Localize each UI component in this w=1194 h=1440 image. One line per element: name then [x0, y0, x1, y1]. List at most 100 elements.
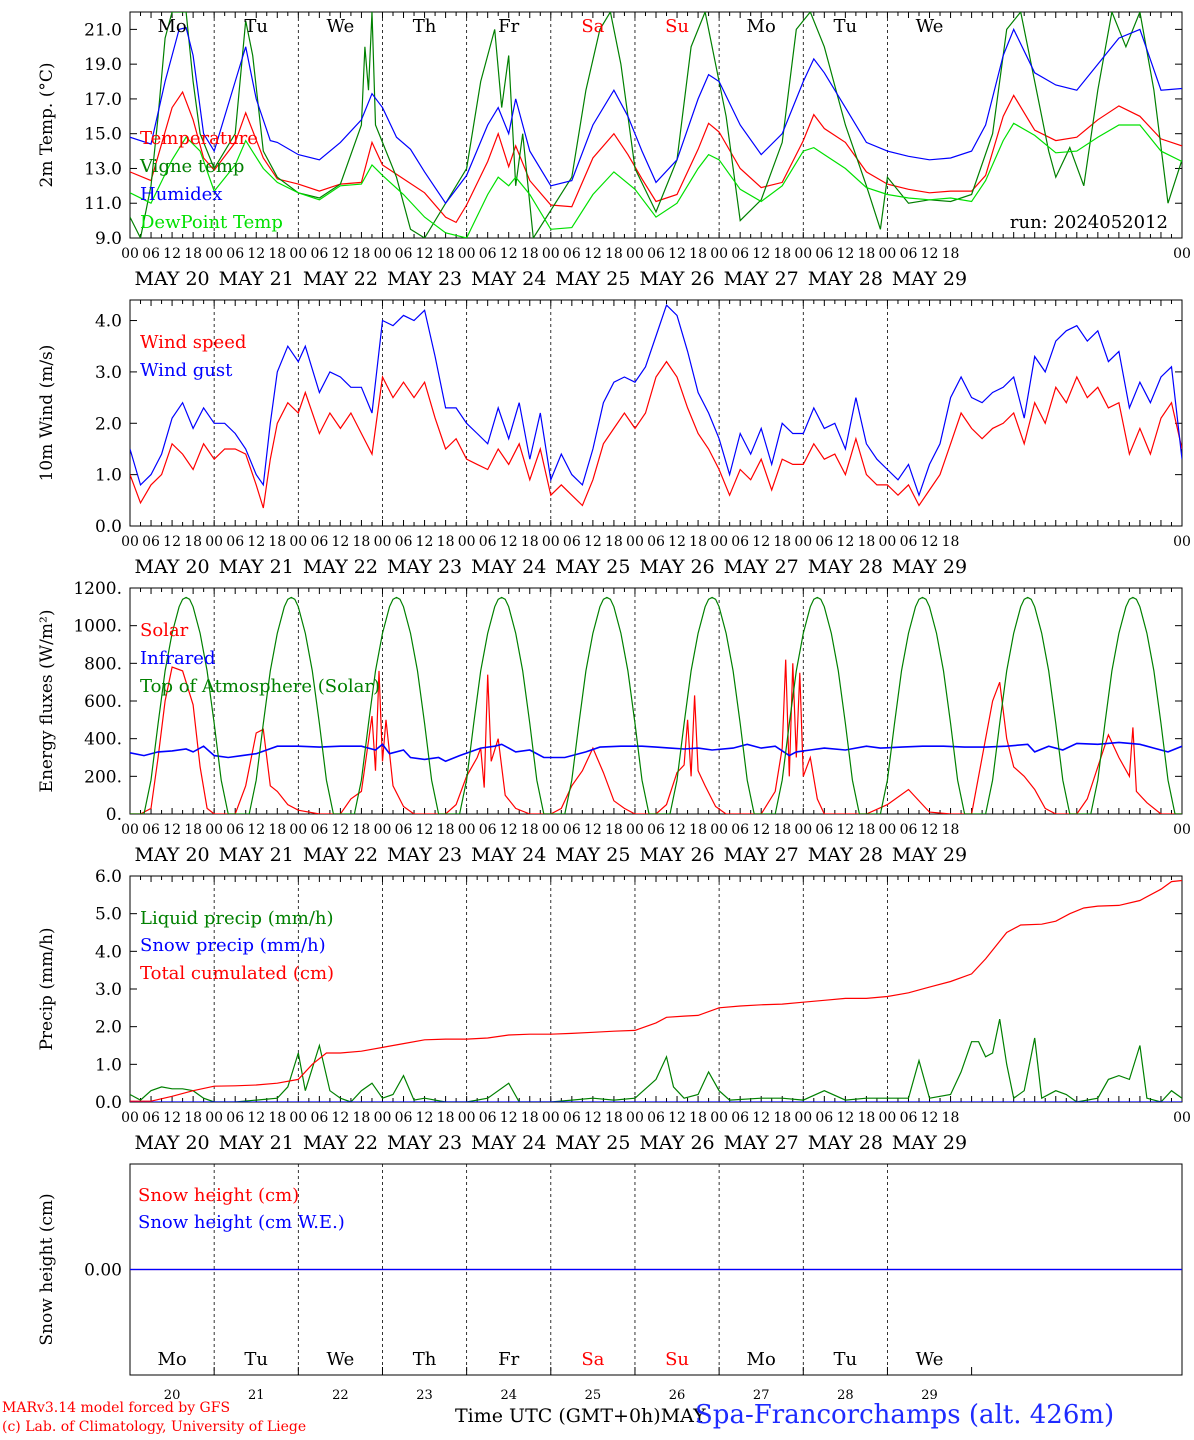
date-label: MAY 27	[724, 1132, 799, 1154]
hour-tick-label: 06	[479, 822, 497, 838]
hour-tick-label: 12	[752, 534, 770, 550]
hour-tick-label: 00	[1173, 822, 1191, 838]
hour-tick-label: 18	[353, 822, 371, 838]
date-label: MAY 20	[134, 844, 209, 866]
day-number: 28	[837, 1388, 854, 1403]
legend-entry: Snow height (cm)	[138, 1185, 299, 1206]
hour-tick-label: 06	[563, 822, 581, 838]
hour-tick-label: 00	[542, 822, 560, 838]
y-tick-label: 1.0	[95, 466, 122, 486]
date-label: MAY 27	[724, 268, 799, 290]
hour-tick-label: 00	[879, 246, 897, 262]
date-label: MAY 23	[387, 268, 462, 290]
series-line-3	[130, 26, 1182, 205]
day-name: Fr	[498, 1349, 519, 1370]
hour-tick-label: 18	[184, 1110, 202, 1126]
hour-tick-label: 06	[142, 246, 160, 262]
date-label: MAY 28	[808, 268, 883, 290]
hour-tick-label: 18	[353, 534, 371, 550]
series-line-2	[130, 741, 1182, 763]
hour-tick-label: 12	[416, 534, 434, 550]
panel-wind: 0.0 1.0 2.0 3.0 4.0 10m Wind (m/s) Wind speed W…	[37, 299, 1191, 578]
series-line-3	[130, 596, 1182, 814]
day-name: We	[916, 16, 944, 37]
hour-tick-label: 18	[268, 534, 286, 550]
hour-tick-label: 00	[289, 1110, 307, 1126]
series-line-1	[130, 1018, 1182, 1102]
legend-entry: Total cumulated (cm)	[140, 963, 334, 984]
date-label: MAY 28	[808, 844, 883, 866]
hour-tick-label: 06	[815, 246, 833, 262]
series-line-1	[130, 659, 1182, 814]
date-label: MAY 22	[303, 844, 378, 866]
hour-tick-label: 12	[752, 822, 770, 838]
hour-tick-label: 12	[247, 246, 265, 262]
hour-tick-label: 06	[395, 246, 413, 262]
day-number: 26	[669, 1388, 686, 1403]
date-label: MAY 22	[303, 556, 378, 578]
panel-energy: 0. 200. 400. 600. 800. 1000. 1200. Energy fluxe…	[37, 579, 1191, 866]
hour-tick-label: 18	[689, 534, 707, 550]
hour-tick-label: 06	[647, 1110, 665, 1126]
date-label: MAY 26	[639, 844, 714, 866]
day-name: Su	[665, 1349, 689, 1370]
date-label: MAY 20	[134, 556, 209, 578]
hour-tick-label: 06	[226, 1110, 244, 1126]
y-tick-label: 13.0	[84, 159, 122, 179]
hour-tick-label: 00	[374, 534, 392, 550]
hour-tick-label: 06	[395, 534, 413, 550]
hour-tick-label: 06	[563, 534, 581, 550]
hour-tick-label: 18	[857, 534, 875, 550]
y-tick-label: 2.0	[95, 414, 122, 434]
hour-tick-label: 00	[542, 534, 560, 550]
hour-tick-label: 18	[605, 1110, 623, 1126]
hour-tick-label: 12	[584, 246, 602, 262]
hour-tick-label: 12	[163, 1110, 181, 1126]
hour-tick-label: 00	[121, 534, 139, 550]
y-tick-label: 1.0	[95, 1055, 122, 1075]
legend-entry: Top of Atmosphere (Solar)	[140, 676, 380, 697]
hour-tick-label: 00	[1173, 534, 1191, 550]
date-label: MAY 26	[639, 1132, 714, 1154]
hour-tick-label: 18	[353, 246, 371, 262]
hour-tick-label: 00	[710, 1110, 728, 1126]
hour-tick-label: 06	[647, 246, 665, 262]
hour-tick-label: 00	[626, 534, 644, 550]
date-label: MAY 21	[219, 268, 294, 290]
date-label: MAY 24	[471, 268, 546, 290]
date-label: MAY 21	[219, 844, 294, 866]
hour-tick-label: 00	[121, 246, 139, 262]
legend-entry: Temperature	[140, 128, 258, 149]
day-name: Sa	[581, 1349, 604, 1370]
legend-entry: Snow precip (mm/h)	[140, 935, 326, 956]
hour-tick-label: 06	[900, 246, 918, 262]
hour-tick-label: 00	[879, 1110, 897, 1126]
hour-tick-label: 00	[710, 534, 728, 550]
hour-tick-label: 18	[353, 1110, 371, 1126]
hour-tick-label: 18	[689, 822, 707, 838]
day-name: Tu	[834, 1349, 858, 1370]
hour-tick-label: 00	[626, 822, 644, 838]
date-label: MAY 25	[555, 1132, 630, 1154]
day-name: Mo	[157, 1349, 186, 1370]
hour-tick-label: 00	[794, 822, 812, 838]
day-name: Tu	[834, 16, 858, 37]
hour-tick-label: 00	[710, 822, 728, 838]
date-label: MAY 29	[892, 268, 967, 290]
hour-tick-label: 06	[900, 1110, 918, 1126]
hour-tick-label: 18	[942, 1110, 960, 1126]
hour-tick-label: 12	[668, 534, 686, 550]
hour-tick-label: 00	[458, 534, 476, 550]
hour-tick-label: 12	[668, 246, 686, 262]
hour-tick-label: 12	[163, 246, 181, 262]
hour-tick-label: 18	[521, 1110, 539, 1126]
day-name: We	[327, 1349, 355, 1370]
hour-tick-label: 18	[521, 822, 539, 838]
hour-tick-label: 18	[521, 534, 539, 550]
hour-tick-label: 12	[752, 246, 770, 262]
hour-tick-label: 06	[395, 822, 413, 838]
hour-tick-label: 06	[142, 1110, 160, 1126]
hour-tick-label: 06	[226, 246, 244, 262]
hour-tick-label: 06	[647, 534, 665, 550]
y-tick-label: 3.0	[95, 980, 122, 1000]
